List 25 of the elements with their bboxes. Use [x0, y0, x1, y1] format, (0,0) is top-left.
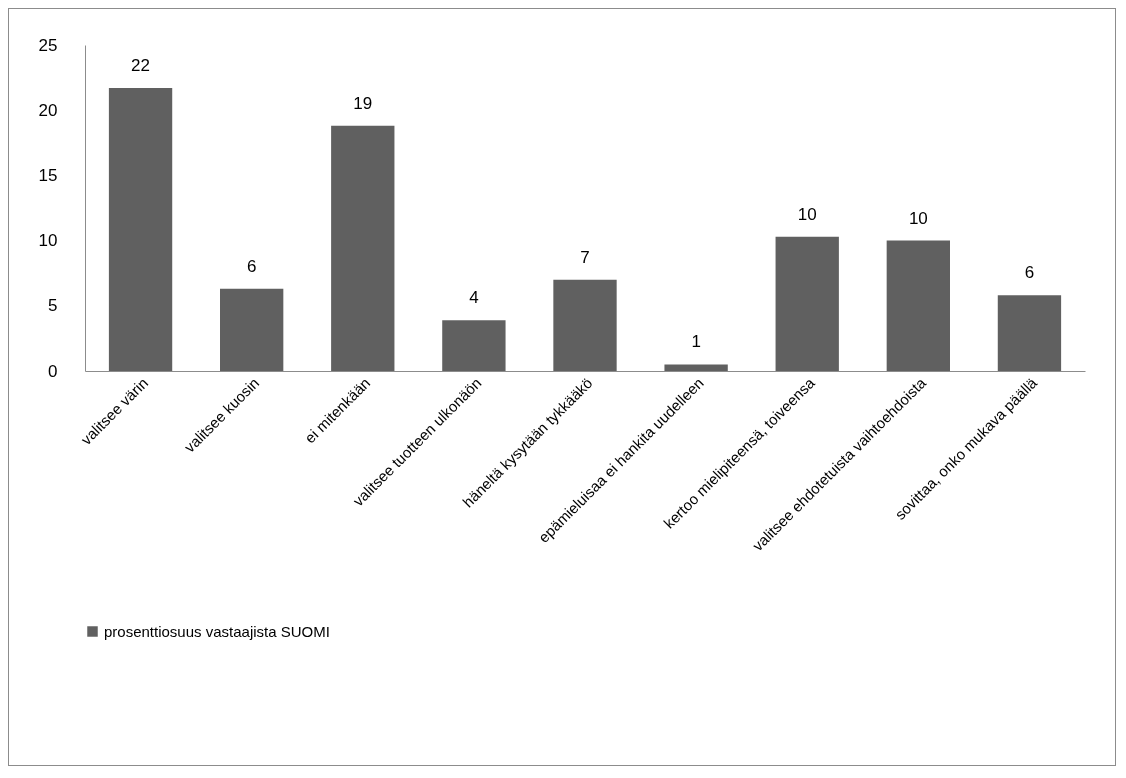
data-label: 6 [1024, 263, 1035, 283]
y-tick-label: 15 [38, 165, 58, 185]
bar [775, 236, 839, 371]
bar [553, 279, 617, 371]
y-tick-label: 20 [38, 100, 58, 120]
data-label: 22 [131, 56, 151, 76]
bar [108, 88, 173, 371]
y-tick-label: 5 [48, 296, 58, 316]
data-label: 1 [691, 332, 701, 352]
data-label: 6 [246, 256, 257, 276]
bar [442, 320, 506, 371]
bar [331, 125, 395, 371]
bar [886, 240, 950, 371]
data-label: 10 [797, 204, 817, 224]
y-tick-label: 0 [48, 361, 58, 381]
data-label: 19 [353, 93, 373, 113]
data-label: 10 [908, 208, 928, 228]
y-tick-label: 25 [38, 35, 58, 55]
bar [664, 364, 728, 371]
data-label: 4 [469, 288, 479, 308]
y-tick-label: 10 [38, 231, 58, 251]
bar [220, 288, 284, 371]
data-label: 7 [580, 247, 590, 267]
legend-label: prosenttiosuus vastaajista SUOMI [104, 622, 330, 640]
bar [997, 295, 1062, 371]
